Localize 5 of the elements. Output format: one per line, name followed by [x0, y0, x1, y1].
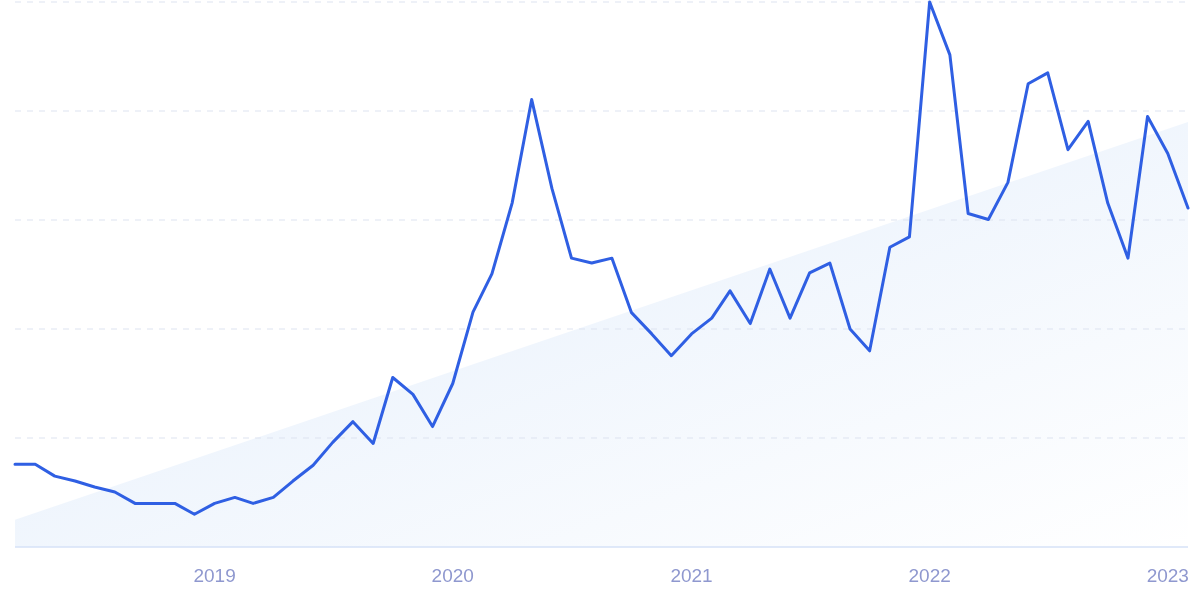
x-tick-label: 2019	[193, 565, 236, 586]
x-tick-label: 2020	[431, 565, 474, 586]
x-tick-label: 2023	[1146, 565, 1189, 586]
x-tick-label: 2022	[908, 565, 951, 586]
x-tick-label: 2021	[670, 565, 713, 586]
